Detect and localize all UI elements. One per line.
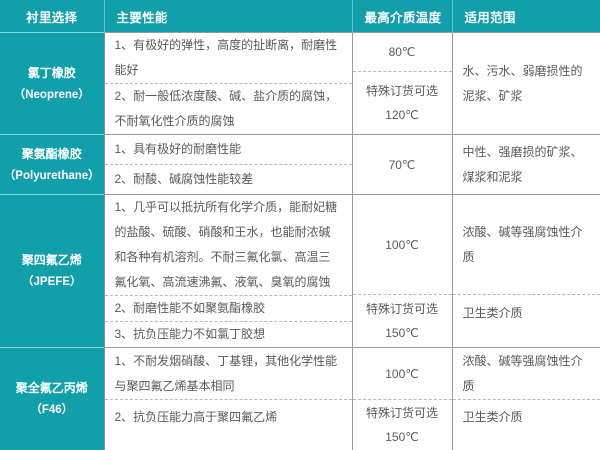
list-item: 卫生类介质 — [453, 295, 600, 347]
temperature-value: 特殊订货可选 120℃ — [363, 79, 442, 127]
scope-text: 浓酸、碱等强腐蚀性介质 — [463, 349, 591, 399]
material-name-en: （Polyurethane） — [2, 165, 102, 187]
performance-text: 2、耐酸、碱腐蚀性能较差 — [115, 167, 254, 192]
header-application-scope: 适用范围 — [452, 0, 600, 33]
header-row: 衬里选择 主要性能 最高介质温度 适用范围 — [0, 0, 600, 33]
performance-cell-f46: 1、不耐发烟硝酸、丁基锂，其他化学性能与聚四氟乙烯基本相同 2、抗负压能力高于聚… — [104, 348, 352, 450]
header-main-performance: 主要性能 — [104, 0, 352, 33]
list-item: 卫生类介质 — [453, 400, 600, 450]
performance-text: 1、具有极好的耐磨性能 — [115, 137, 242, 162]
list-item: 1、几乎可以抵抗所有化学介质，能耐妃糖的盐酸、硫酸、硝酸和王水，也能耐浓碱和各种… — [105, 195, 352, 296]
list-item: 1、不耐发烟硝酸、丁基锂，其他化学性能与聚四氟乙烯基本相同 — [105, 348, 352, 400]
row-label-neoprene: 氯丁橡胶 （Neoprene） — [0, 33, 104, 135]
list-item: 中性、强磨损的矿浆、煤浆和泥浆 — [453, 135, 600, 194]
performance-text: 2、耐磨性能不如聚氨酯橡胶 — [115, 296, 266, 321]
temperature-value: 特殊订货可选 150℃ — [363, 401, 442, 449]
temperature-number: 150℃ — [385, 326, 419, 340]
scope-cell-jpefe: 浓酸、碱等强腐蚀性介质 卫生类介质 — [452, 195, 600, 348]
performance-text: 1、几乎可以抵抗所有化学介质，能耐妃糖的盐酸、硫酸、硝酸和王水，也能耐浓碱和各种… — [115, 195, 342, 295]
scope-cell-polyurethane: 中性、强磨损的矿浆、煤浆和泥浆 — [452, 135, 600, 195]
scope-text: 水、污水、弱磨损性的泥浆、矿浆 — [463, 59, 591, 109]
temperature-cell-jpefe: 100℃ 特殊订货可选 150℃ — [352, 195, 452, 348]
temperature-note: 特殊订货可选 — [366, 302, 438, 316]
temperature-list: 100℃ 特殊订货可选 150℃ — [353, 195, 452, 347]
list-item: 1、有极好的弹性，高度的扯断离，耐磨性能好 — [105, 33, 352, 84]
temperature-cell-polyurethane: 70℃ — [352, 135, 452, 195]
performance-text: 1、不耐发烟硝酸、丁基锂，其他化学性能与聚四氟乙烯基本相同 — [115, 349, 342, 399]
material-name-zh: 聚全氟乙丙烯 — [2, 377, 102, 399]
temperature-cell-f46: 100℃ 特殊订货可选 150℃ — [352, 348, 452, 450]
list-item: 100℃ — [353, 348, 452, 400]
row-label-jpefe: 聚四氟乙烯 （JPEFE） — [0, 195, 104, 348]
list-item: 特殊订货可选 150℃ — [353, 400, 452, 450]
performance-cell-polyurethane: 1、具有极好的耐磨性能 2、耐酸、碱腐蚀性能较差 — [104, 135, 352, 195]
temperature-value: 100℃ — [363, 233, 442, 257]
scope-list: 中性、强磨损的矿浆、煤浆和泥浆 — [453, 135, 600, 194]
temperature-list: 70℃ — [353, 135, 452, 194]
performance-text: 3、抗负压能力不如氯丁胶想 — [115, 322, 266, 347]
scope-list: 水、污水、弱磨损性的泥浆、矿浆 — [453, 33, 600, 134]
performance-text: 2、耐一般低浓度酸、碱、盐介质的腐蚀，不耐氧化性介质的腐蚀 — [115, 84, 342, 134]
scope-text: 浓酸、碱等强腐蚀性介质 — [463, 220, 591, 270]
list-item: 70℃ — [353, 135, 452, 194]
temperature-note: 特殊订货可选 — [366, 406, 438, 420]
material-name-zh: 氯丁橡胶 — [2, 62, 102, 84]
table-body: 氯丁橡胶 （Neoprene） 1、有极好的弹性，高度的扯断离，耐磨性能好 2、… — [0, 33, 600, 450]
temperature-value: 70℃ — [363, 153, 442, 177]
list-item: 浓酸、碱等强腐蚀性介质 — [453, 195, 600, 295]
list-item: 3、抗负压能力不如氯丁胶想 — [105, 322, 352, 347]
performance-list: 1、几乎可以抵抗所有化学介质，能耐妃糖的盐酸、硫酸、硝酸和王水，也能耐浓碱和各种… — [105, 195, 352, 347]
material-name-en: （F46） — [2, 399, 102, 421]
performance-cell-jpefe: 1、几乎可以抵抗所有化学介质，能耐妃糖的盐酸、硫酸、硝酸和王水，也能耐浓碱和各种… — [104, 195, 352, 348]
list-item: 2、耐一般低浓度酸、碱、盐介质的腐蚀，不耐氧化性介质的腐蚀 — [105, 84, 352, 134]
scope-cell-f46: 浓酸、碱等强腐蚀性介质 卫生类介质 — [452, 348, 600, 450]
temperature-value: 80℃ — [363, 40, 442, 64]
performance-cell-neoprene: 1、有极好的弹性，高度的扯断离，耐磨性能好 2、耐一般低浓度酸、碱、盐介质的腐蚀… — [104, 33, 352, 135]
scope-text: 中性、强磨损的矿浆、煤浆和泥浆 — [463, 140, 591, 190]
scope-text: 卫生类介质 — [463, 405, 523, 430]
temperature-list: 80℃ 特殊订货可选 120℃ — [353, 33, 452, 134]
scope-list: 浓酸、碱等强腐蚀性介质 卫生类介质 — [453, 348, 600, 450]
scope-cell-neoprene: 水、污水、弱磨损性的泥浆、矿浆 — [452, 33, 600, 135]
table-row: 聚全氟乙丙烯 （F46） 1、不耐发烟硝酸、丁基锂，其他化学性能与聚四氟乙烯基本… — [0, 348, 600, 450]
list-item: 80℃ — [353, 33, 452, 72]
performance-list: 1、有极好的弹性，高度的扯断离，耐磨性能好 2、耐一般低浓度酸、碱、盐介质的腐蚀… — [105, 33, 352, 134]
list-item: 特殊订货可选 120℃ — [353, 72, 452, 134]
list-item: 2、耐磨性能不如聚氨酯橡胶 — [105, 296, 352, 322]
table-row: 氯丁橡胶 （Neoprene） 1、有极好的弹性，高度的扯断离，耐磨性能好 2、… — [0, 33, 600, 135]
list-item: 2、抗负压能力高于聚四氟乙烯 — [105, 400, 352, 450]
performance-text: 2、抗负压能力高于聚四氟乙烯 — [115, 405, 278, 430]
list-item: 2、耐酸、碱腐蚀性能较差 — [105, 165, 352, 194]
performance-list: 1、具有极好的耐磨性能 2、耐酸、碱腐蚀性能较差 — [105, 135, 352, 194]
row-label-f46: 聚全氟乙丙烯 （F46） — [0, 348, 104, 450]
list-item: 100℃ — [353, 195, 452, 295]
lining-selection-table-container: 衬里选择 主要性能 最高介质温度 适用范围 氯丁橡胶 （Neoprene） 1、… — [0, 0, 600, 427]
material-name-en: （Neoprene） — [2, 84, 102, 106]
table-row: 聚氨酯橡胶 （Polyurethane） 1、具有极好的耐磨性能 2、耐酸、碱腐… — [0, 135, 600, 195]
header-max-medium-temperature: 最高介质温度 — [352, 0, 452, 33]
temperature-number: 150℃ — [385, 430, 419, 444]
row-label-polyurethane: 聚氨酯橡胶 （Polyurethane） — [0, 135, 104, 195]
temperature-list: 100℃ 特殊订货可选 150℃ — [353, 348, 452, 450]
table-row: 聚四氟乙烯 （JPEFE） 1、几乎可以抵抗所有化学介质，能耐妃糖的盐酸、硫酸、… — [0, 195, 600, 348]
temperature-value: 特殊订货可选 150℃ — [363, 297, 442, 345]
temperature-number: 120℃ — [385, 108, 419, 122]
list-item: 特殊订货可选 150℃ — [353, 295, 452, 347]
performance-list: 1、不耐发烟硝酸、丁基锂，其他化学性能与聚四氟乙烯基本相同 2、抗负压能力高于聚… — [105, 348, 352, 450]
material-name-zh: 聚四氟乙烯 — [2, 249, 102, 271]
scope-text: 卫生类介质 — [463, 301, 523, 326]
list-item: 1、具有极好的耐磨性能 — [105, 135, 352, 165]
performance-text: 1、有极好的弹性，高度的扯断离，耐磨性能好 — [115, 33, 342, 83]
material-name-zh: 聚氨酯橡胶 — [2, 143, 102, 165]
temperature-note: 特殊订货可选 — [366, 84, 438, 98]
scope-list: 浓酸、碱等强腐蚀性介质 卫生类介质 — [453, 195, 600, 347]
temperature-value: 100℃ — [363, 362, 442, 386]
header-lining-selection: 衬里选择 — [0, 0, 104, 33]
temperature-cell-neoprene: 80℃ 特殊订货可选 120℃ — [352, 33, 452, 135]
table-header: 衬里选择 主要性能 最高介质温度 适用范围 — [0, 0, 600, 33]
list-item: 水、污水、弱磨损性的泥浆、矿浆 — [453, 33, 600, 134]
material-name-en: （JPEFE） — [2, 271, 102, 293]
list-item: 浓酸、碱等强腐蚀性介质 — [453, 348, 600, 400]
